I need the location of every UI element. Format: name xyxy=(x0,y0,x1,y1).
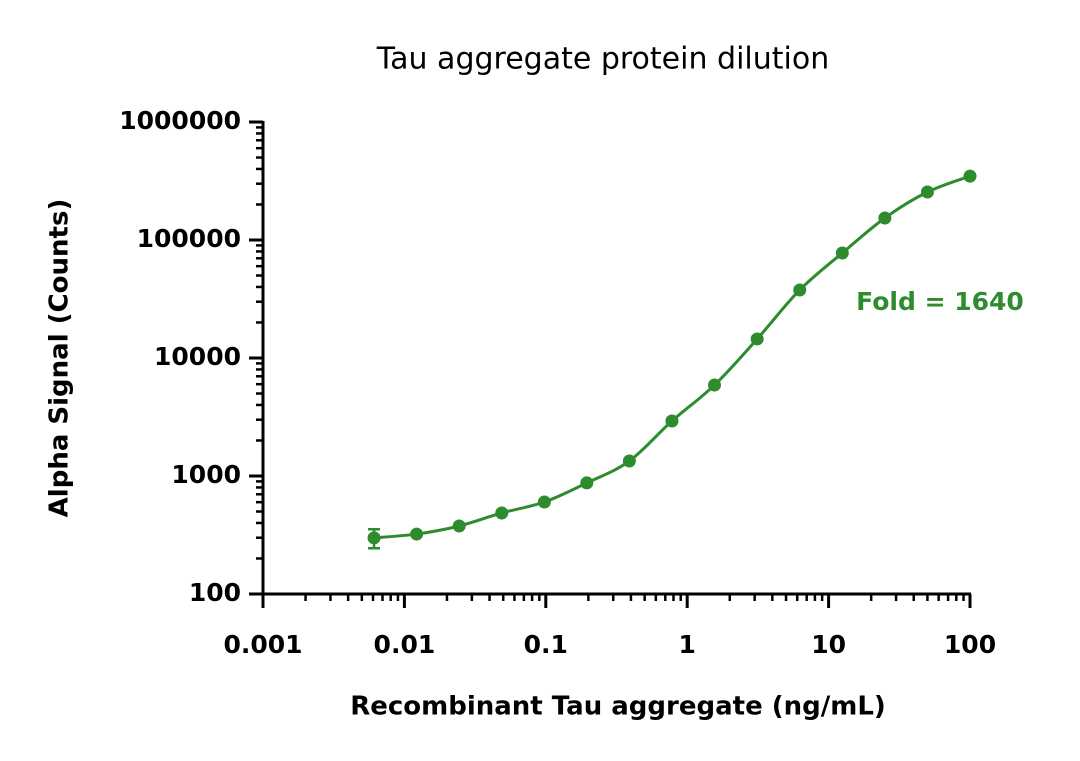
point xyxy=(622,454,636,468)
point xyxy=(750,332,764,346)
point xyxy=(665,414,679,428)
y-tick-label: 10000 xyxy=(154,342,241,371)
point xyxy=(793,283,807,297)
x-tick-label: 0.01 xyxy=(374,630,436,659)
point xyxy=(537,495,551,509)
point xyxy=(920,185,934,199)
chart-title: Tau aggregate protein dilution xyxy=(376,42,829,77)
y-tick-label: 1000 xyxy=(171,460,241,489)
annotation: Fold = 1640 xyxy=(856,287,1024,316)
point xyxy=(963,169,977,183)
point xyxy=(410,527,424,541)
y-tick-label: 100000 xyxy=(137,224,241,253)
x-axis-label: Recombinant Tau aggregate (ng/mL) xyxy=(350,692,886,722)
y-tick-label: 1000000 xyxy=(119,106,241,135)
point xyxy=(835,246,849,260)
point xyxy=(452,519,466,533)
point xyxy=(878,211,892,225)
x-tick-label: 0.001 xyxy=(223,630,302,659)
point xyxy=(708,378,722,392)
point xyxy=(495,506,509,520)
x-tick-label: 0.1 xyxy=(524,630,568,659)
x-tick-label: 10 xyxy=(811,630,846,659)
point xyxy=(580,476,594,490)
y-tick-label: 100 xyxy=(189,578,241,607)
x-tick-label: 1 xyxy=(678,630,695,659)
x-tick-label: 100 xyxy=(944,630,996,659)
point xyxy=(367,531,381,545)
y-axis-label: Alpha Signal (Counts) xyxy=(45,199,75,518)
fit-curve xyxy=(373,174,971,540)
